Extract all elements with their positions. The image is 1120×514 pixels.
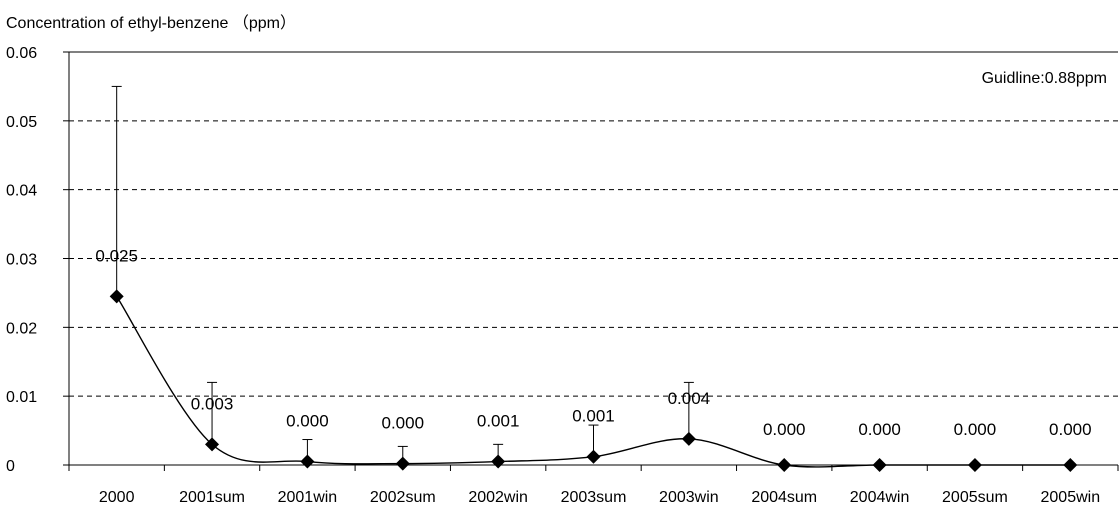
data-point (681, 431, 696, 446)
data-point (586, 449, 601, 464)
data-point (491, 454, 506, 469)
data-label: 0.003 (191, 394, 234, 413)
x-tick-label: 2002win (468, 489, 528, 506)
series-line (116, 295, 1071, 468)
data-label: 0.000 (858, 420, 901, 439)
data-point (109, 289, 124, 304)
data-label: 0.000 (763, 420, 806, 439)
x-tick-label: 2001sum (179, 489, 245, 506)
data-point (1063, 458, 1078, 472)
data-point (395, 456, 410, 471)
y-tick-label: 0.04 (6, 183, 37, 200)
y-axis-title: Concentration of ethyl-benzene （ppm） (6, 14, 296, 32)
data-label: 0.025 (95, 246, 138, 265)
data-label: 0.001 (572, 407, 615, 426)
x-tick-label: 2003win (659, 489, 719, 506)
x-tick-label: 2001win (278, 489, 338, 506)
plot-area: 0 0.01 0.02 0.03 0.04 0.05 0.06 2000 2001sum 2001… (6, 45, 1119, 506)
data-label: 0.000 (286, 412, 329, 431)
x-tick-label: 2003sum (561, 489, 627, 506)
data-label: 0.004 (668, 389, 711, 408)
data-label: 0.000 (381, 414, 424, 433)
y-tick-label: 0.03 (6, 252, 37, 269)
x-tick-label: 2004sum (751, 489, 817, 506)
x-tick-label: 2004win (850, 489, 910, 506)
y-tick-label: 0.02 (6, 320, 37, 337)
data-label: 0.001 (477, 412, 520, 431)
data-point (205, 437, 220, 452)
data-point (300, 454, 315, 469)
guideline-annotation: Guidline:0.88ppm (982, 70, 1107, 87)
y-tick-label: 0.01 (6, 389, 37, 406)
x-tick-label: 2005sum (942, 489, 1008, 506)
y-tick-label: 0.05 (6, 114, 37, 131)
data-point (967, 458, 982, 472)
x-tick-label: 2000 (99, 489, 135, 506)
data-label: 0.000 (954, 420, 997, 439)
data-point (872, 458, 887, 472)
data-label: 0.000 (1049, 420, 1092, 439)
y-tick-label: 0.06 (6, 45, 37, 62)
y-tick-label: 0 (6, 458, 15, 475)
x-tick-label: 2002sum (370, 489, 436, 506)
x-tick-label: 2005win (1041, 489, 1101, 506)
data-point (777, 458, 792, 472)
